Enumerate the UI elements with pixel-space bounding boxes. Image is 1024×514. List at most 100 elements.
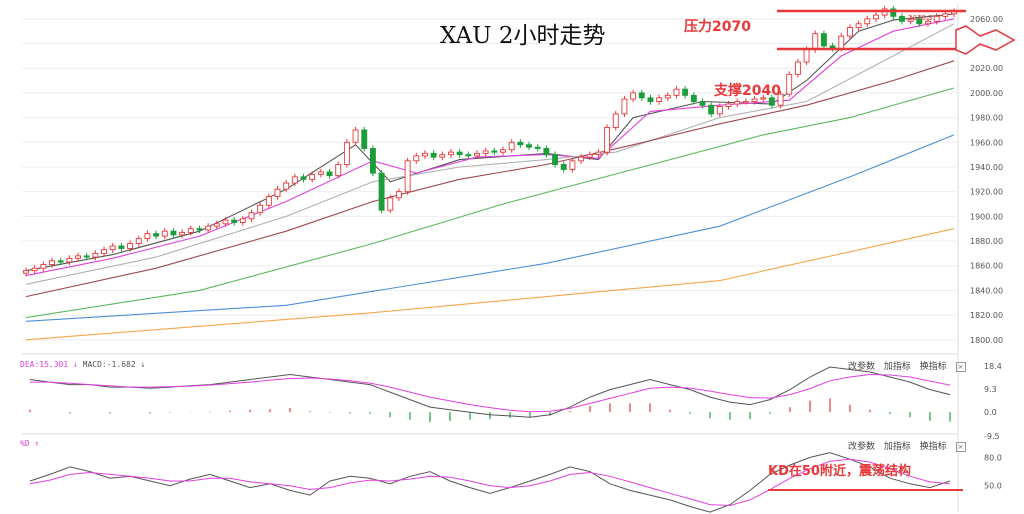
y-tick-label-10: 2000.00 [970, 89, 1003, 98]
resistance-label: 压力2070 [684, 19, 751, 35]
candle-body-56 [508, 141, 515, 151]
candle-body-94 [838, 35, 845, 49]
candle-body-90 [803, 49, 810, 63]
candle-body-41 [378, 172, 385, 211]
y-tick-label-11: 2020.00 [970, 64, 1003, 73]
candle-body-91 [812, 33, 819, 51]
candle-body-66 [595, 151, 602, 156]
ma120-line [25, 134, 955, 322]
macd-tick-0: 18.4 [984, 362, 1002, 371]
candle-body-30 [283, 182, 290, 190]
candle-body-6 [75, 255, 81, 259]
candle-body-9 [101, 249, 108, 254]
candle-body-103 [916, 18, 923, 25]
candle-body-50 [456, 151, 463, 156]
macd-dif-line [29, 366, 951, 418]
candle-body-32 [300, 176, 307, 180]
candle-body-63 [569, 160, 576, 170]
macd-tick-3: -9.5 [984, 432, 1000, 441]
kd-d-line [29, 458, 951, 507]
candle-body-24 [231, 219, 238, 223]
candle-body-67 [604, 127, 611, 153]
candle-body-0 [23, 270, 29, 274]
y-tick-label-8: 1960.00 [970, 138, 1003, 147]
macd-tick-1: 9.3 [984, 385, 997, 394]
kd-tick-0: 80.0 [984, 453, 1002, 462]
ma60-line [25, 87, 955, 319]
candle-body-88 [786, 73, 793, 95]
candle-body-49 [448, 151, 454, 156]
kd-switch-indicator-button[interactable]: 换指标 [919, 442, 947, 452]
candle-body-35 [326, 171, 333, 177]
candle-body-61 [552, 154, 558, 165]
kd-add-indicator-button[interactable]: 加指标 [883, 442, 911, 452]
candle-body-97 [864, 18, 871, 25]
y-tick-label-1: 1820.00 [970, 311, 1003, 320]
candle-body-26 [248, 212, 255, 220]
candle-body-47 [430, 152, 437, 158]
macd-close-icon[interactable]: × [955, 362, 966, 372]
candle-body-102 [907, 18, 914, 22]
candle-body-13 [135, 238, 142, 244]
candle-body-53 [482, 150, 489, 154]
kd-edit-params-button[interactable]: 改参数 [848, 442, 876, 452]
candle-body-69 [621, 98, 628, 115]
candle-body-3 [49, 260, 55, 265]
candle-body-33 [309, 173, 316, 180]
main-panel-grid [22, 4, 959, 512]
candle-body-8 [92, 252, 99, 258]
candle-body-23 [222, 219, 229, 225]
candle-body-100 [890, 8, 897, 17]
candle-body-16 [161, 230, 168, 237]
candle-body-54 [491, 150, 498, 153]
candle-body-38 [352, 129, 359, 143]
candle-body-82 [734, 101, 741, 105]
candle-body-52 [474, 152, 480, 157]
candle-body-86 [768, 97, 775, 106]
candle-body-78 [699, 101, 706, 106]
candle-body-10 [109, 245, 116, 251]
candle-body-55 [500, 149, 506, 153]
arrow-right-icon [955, 25, 1016, 55]
candle-body-48 [439, 154, 446, 158]
candle-body-98 [872, 14, 879, 20]
candle-body-65 [586, 154, 593, 158]
macd-legend: DEA:15.301 ↓ MACD:-1.682 ↓ [20, 360, 145, 369]
candle-body-72 [647, 97, 654, 102]
candle-body-40 [369, 148, 376, 174]
candle-body-70 [630, 92, 637, 100]
candle-body-87 [777, 93, 784, 106]
candle-body-46 [422, 152, 428, 157]
candle-body-34 [317, 171, 324, 175]
price-tag-label: 2070.3 [908, 14, 933, 22]
candlesticks [23, 5, 957, 277]
candle-body-25 [239, 218, 246, 223]
macd-add-indicator-button[interactable]: 加指标 [883, 362, 911, 372]
candle-body-80 [716, 106, 723, 115]
ma30-line [25, 60, 955, 298]
candle-body-68 [612, 113, 619, 128]
macd-dea-line [30, 373, 951, 413]
macd-edit-params-button[interactable]: 改参数 [848, 362, 876, 372]
candle-body-83 [742, 101, 749, 104]
kd-toolbar: 改参数 加指标 换指标 × [842, 439, 966, 452]
macd-switch-indicator-button[interactable]: 换指标 [919, 362, 947, 372]
candle-body-20 [196, 228, 203, 231]
candle-body-85 [760, 97, 767, 100]
macd-tick-2: 0.0 [984, 408, 997, 417]
candle-body-62 [560, 164, 567, 170]
candle-body-21 [205, 225, 212, 231]
candle-body-44 [404, 160, 411, 193]
kd-close-icon[interactable]: × [955, 442, 966, 452]
kd-note-label: KD在50附近，震荡结构 [768, 464, 911, 479]
candle-body-81 [725, 103, 732, 107]
candle-body-51 [465, 154, 472, 157]
candle-body-105 [933, 15, 940, 22]
y-tick-label-4: 1880.00 [970, 237, 1003, 246]
candle-body-79 [708, 104, 715, 115]
candle-body-37 [343, 141, 350, 165]
candle-body-1 [31, 267, 38, 272]
y-tick-label-0: 1800.00 [970, 336, 1003, 345]
candle-body-42 [387, 197, 394, 211]
